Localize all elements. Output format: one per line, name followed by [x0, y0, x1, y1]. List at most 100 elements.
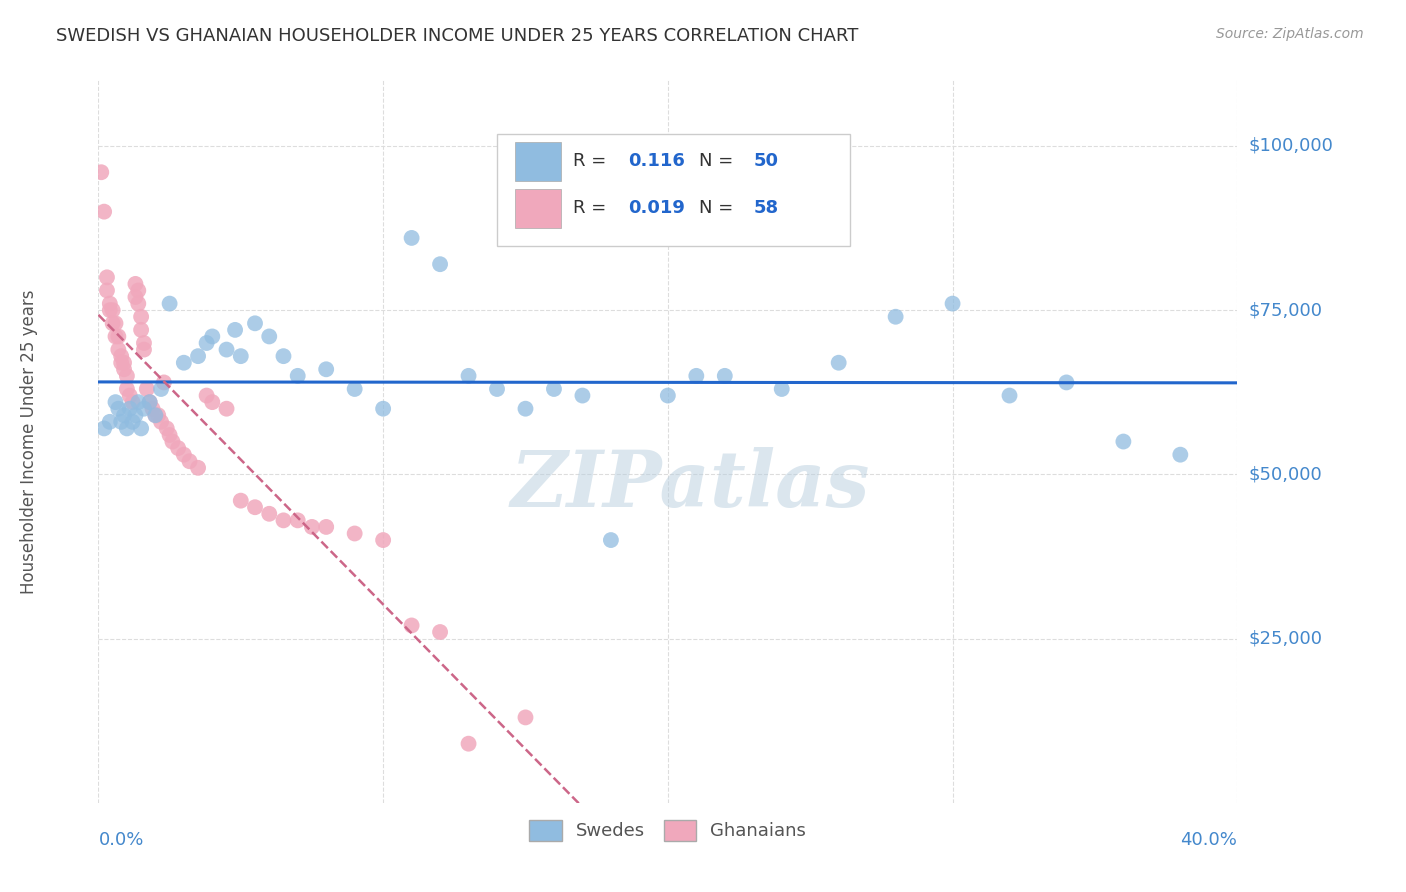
Point [429, 625, 451, 640]
Point [115, 368, 138, 383]
Point [273, 349, 295, 363]
Point [714, 368, 737, 383]
Point [224, 323, 246, 337]
Point [215, 401, 238, 416]
Point [118, 401, 141, 416]
Point [150, 382, 173, 396]
Point [138, 395, 160, 409]
Point [457, 737, 479, 751]
Text: $50,000: $50,000 [1249, 466, 1322, 483]
FancyBboxPatch shape [515, 189, 561, 227]
Point [129, 323, 152, 337]
Point [229, 349, 252, 363]
Text: 40.0%: 40.0% [1181, 830, 1237, 848]
Point [107, 343, 129, 357]
Point [273, 513, 295, 527]
Point [1056, 376, 1078, 390]
Point [115, 421, 138, 435]
Point [110, 356, 132, 370]
Point [287, 513, 309, 527]
Point [90, 165, 112, 179]
Point [259, 507, 281, 521]
Point [195, 336, 218, 351]
Point [429, 257, 451, 271]
Point [600, 533, 623, 547]
Point [132, 336, 155, 351]
Text: 50: 50 [754, 153, 779, 170]
Point [229, 493, 252, 508]
Text: Source: ZipAtlas.com: Source: ZipAtlas.com [1216, 27, 1364, 41]
Text: Householder Income Under 25 years: Householder Income Under 25 years [20, 289, 38, 594]
Point [112, 356, 135, 370]
Point [195, 388, 218, 402]
Point [110, 415, 132, 429]
Point [129, 310, 152, 324]
Point [301, 520, 323, 534]
Point [343, 382, 366, 396]
Point [457, 368, 479, 383]
Point [148, 409, 170, 423]
Point [287, 368, 309, 383]
Point [93, 421, 115, 435]
Point [486, 382, 509, 396]
Point [828, 356, 851, 370]
Point [215, 343, 238, 357]
Point [884, 310, 907, 324]
Text: SWEDISH VS GHANAIAN HOUSEHOLDER INCOME UNDER 25 YEARS CORRELATION CHART: SWEDISH VS GHANAIAN HOUSEHOLDER INCOME U… [56, 27, 859, 45]
Point [104, 316, 127, 330]
Text: $75,000: $75,000 [1249, 301, 1323, 319]
Point [201, 329, 224, 343]
Text: N =: N = [699, 153, 738, 170]
Point [187, 349, 209, 363]
Text: R =: R = [574, 153, 613, 170]
Point [998, 388, 1021, 402]
Text: $25,000: $25,000 [1249, 630, 1323, 648]
Point [243, 500, 266, 515]
Point [515, 710, 537, 724]
Point [315, 520, 337, 534]
Point [104, 395, 127, 409]
Point [150, 415, 173, 429]
Point [93, 204, 115, 219]
Point [96, 270, 118, 285]
Point [657, 388, 679, 402]
Point [141, 401, 163, 416]
Point [107, 329, 129, 343]
Point [685, 368, 707, 383]
Point [343, 526, 366, 541]
Point [373, 533, 395, 547]
Point [770, 382, 793, 396]
Point [315, 362, 337, 376]
Point [187, 460, 209, 475]
Point [167, 441, 190, 455]
Point [145, 409, 167, 423]
Point [132, 401, 155, 416]
Point [515, 401, 537, 416]
Point [96, 284, 118, 298]
FancyBboxPatch shape [498, 135, 851, 246]
Point [132, 343, 155, 357]
Point [107, 401, 129, 416]
Point [571, 388, 593, 402]
Text: 0.0%: 0.0% [98, 830, 143, 848]
Point [162, 434, 184, 449]
Point [173, 448, 195, 462]
Point [118, 388, 141, 402]
Legend: Swedes, Ghanaians: Swedes, Ghanaians [522, 813, 814, 848]
Point [101, 316, 124, 330]
Text: 0.116: 0.116 [628, 153, 685, 170]
Point [110, 349, 132, 363]
Text: N =: N = [699, 199, 738, 218]
Point [179, 454, 201, 468]
Point [124, 290, 146, 304]
Point [373, 401, 395, 416]
Point [173, 356, 195, 370]
Point [124, 409, 146, 423]
Point [98, 296, 121, 310]
Text: 58: 58 [754, 199, 779, 218]
Point [127, 284, 149, 298]
Point [543, 382, 565, 396]
Point [127, 395, 149, 409]
Point [1170, 448, 1192, 462]
Point [98, 415, 121, 429]
